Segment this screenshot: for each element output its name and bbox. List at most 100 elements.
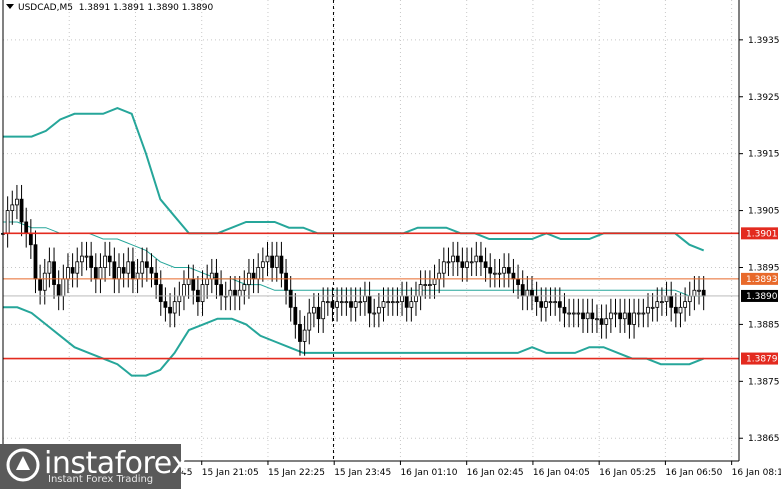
symbol-label: USDCAD,M5 [18,3,73,13]
candle [321,287,326,333]
candle [409,287,414,322]
candle-body [692,289,697,297]
candle-body [669,295,674,308]
candle [627,298,632,339]
candle-body [664,295,669,303]
candle [553,287,558,316]
candle [390,287,395,316]
candle-body [126,261,131,274]
candle [506,253,511,288]
candle [581,298,585,333]
candle-body [330,301,335,308]
candle-body [432,278,437,285]
candle [293,293,298,339]
candle-body [316,306,321,320]
dropdown-arrow-icon[interactable] [6,4,14,9]
candle-body [42,272,47,291]
candle-body [460,261,465,268]
candle-body [298,324,302,342]
candle [474,241,479,277]
candle-body [404,295,409,308]
candle-body [200,284,205,303]
candle-body [576,312,581,315]
candle [567,298,572,328]
candle [149,253,154,288]
candle-body [655,301,660,308]
candle-body [335,301,339,308]
candle-body [441,261,446,274]
y-tick-label: 1.3925 [748,93,780,103]
candle-body [84,255,89,258]
candle [646,293,650,328]
candle-body [539,301,544,308]
candle [335,287,339,322]
candle [42,258,47,305]
candle [339,287,344,316]
candle-body [135,272,140,280]
candle-body [66,267,70,280]
candle-body [47,261,52,274]
candle [358,287,363,316]
candle-body [511,272,516,280]
candle-body [89,255,94,268]
candle [316,293,321,333]
candle-body [595,318,599,321]
y-tick-label: 1.3875 [748,377,780,387]
x-tick-label: 15 Jan 21:05 [202,468,259,478]
y-tick-label: 1.3915 [748,150,780,160]
candle [427,270,432,299]
candle-body [260,261,265,268]
candle-body [140,261,145,274]
candle-body [311,306,316,314]
candle-body [632,312,636,325]
candle [107,241,112,277]
candle [349,287,353,322]
candle-body [205,278,210,285]
candle-body [79,255,84,263]
candle-body [288,289,293,308]
candle-body [149,267,154,274]
candle-body [349,301,353,308]
candle-body [56,284,61,297]
candle [311,293,316,328]
candle-body [516,278,520,285]
candle-body [168,306,172,314]
candle-body [182,284,186,297]
candle-body [103,255,107,268]
candle-body [479,255,483,263]
candle [641,298,646,328]
candle [298,310,302,356]
candle [479,241,483,277]
middle-band-line [3,221,704,297]
candle [376,293,381,328]
candle-body [506,267,511,274]
candle [465,247,469,282]
candle-body [358,301,363,304]
candle-body [451,255,456,263]
current-price-tag-box [741,289,778,302]
candle-body [381,301,386,308]
candle-body [437,272,442,280]
candle [497,258,502,288]
candle [441,247,446,288]
candle-body [61,278,66,297]
candle [288,276,293,322]
candle-body [107,255,112,263]
candle [571,298,576,328]
symbol-header[interactable]: USDCAD,M5 1.3891 1.3891 1.3890 1.3890 [6,3,213,13]
candle-body [158,284,163,303]
candle-body [465,261,469,268]
candle-body [163,301,168,308]
candle [650,293,655,322]
candle [604,304,609,339]
candle-body [544,301,548,308]
candle-body [525,289,530,297]
candle [307,298,312,345]
candle [89,241,94,282]
x-tick-label: 16 Jan 02:45 [467,468,524,478]
candle [144,247,149,282]
candle [557,287,562,322]
candle-body [75,261,80,274]
